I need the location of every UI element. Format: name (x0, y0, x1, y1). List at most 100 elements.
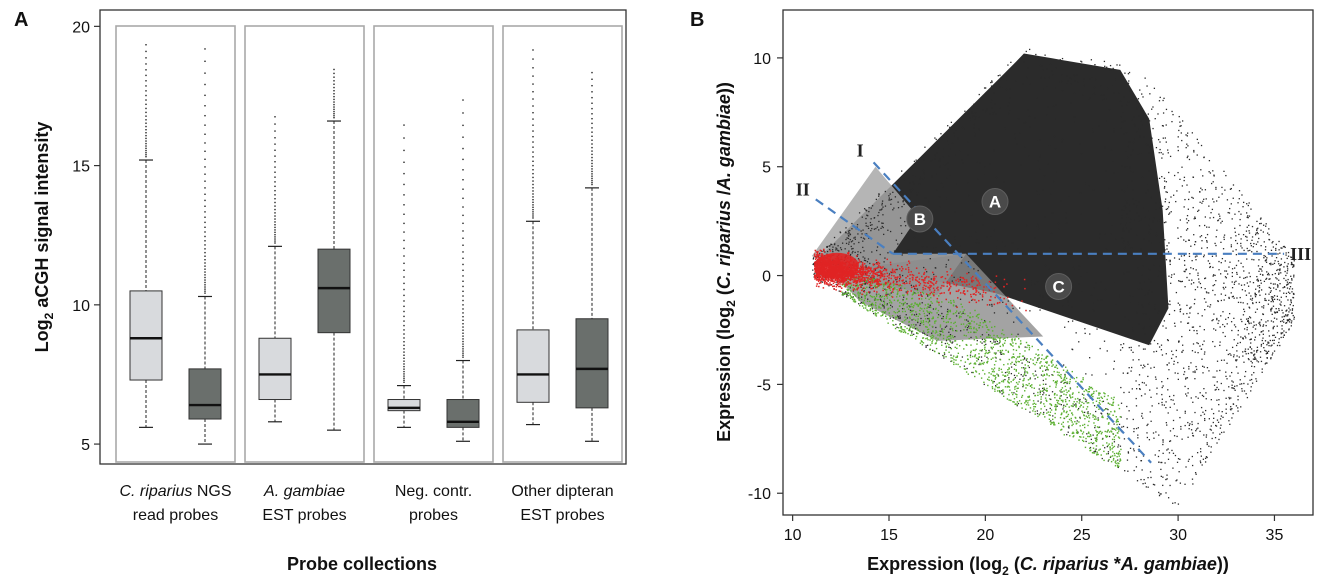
green-point (1092, 392, 1095, 395)
scatter-point (997, 74, 999, 77)
green-point (1101, 416, 1103, 418)
scatter-point (1159, 265, 1161, 267)
green-point (931, 340, 933, 343)
scatter-point (1147, 476, 1149, 479)
scatter-point (1268, 344, 1270, 347)
scatter-point (986, 236, 988, 238)
green-point (1021, 396, 1023, 398)
green-point (994, 356, 997, 359)
green-point (1060, 373, 1062, 376)
scatter-point (1208, 370, 1210, 372)
group-frame (502, 25, 623, 463)
scatter-point (1259, 325, 1262, 327)
green-point (853, 298, 855, 300)
scatter-point (1205, 301, 1207, 303)
green-point (911, 297, 913, 300)
scatter-point (1108, 212, 1110, 214)
scatter-point (1239, 383, 1241, 385)
green-point (928, 298, 930, 300)
outlier-point (532, 75, 534, 77)
scatter-point (979, 162, 981, 164)
scatter-point (1281, 247, 1283, 249)
scatter-point (1115, 238, 1117, 240)
scatter-point (1280, 333, 1282, 335)
green-point (1005, 349, 1007, 352)
green-point (927, 338, 929, 341)
scatter-point (981, 350, 983, 352)
scatter-point (1160, 204, 1162, 207)
scatter-point (1220, 262, 1222, 264)
scatter-point (1161, 268, 1163, 270)
scatter-point (1285, 292, 1288, 295)
green-point (1082, 440, 1085, 443)
scatter-point (838, 290, 840, 292)
green-point (1100, 433, 1103, 435)
scatter-point (875, 227, 877, 230)
scatter-point (1185, 377, 1187, 379)
green-point (1064, 374, 1066, 377)
scatter-point (993, 149, 995, 152)
green-point (914, 319, 917, 321)
green-point (1063, 382, 1065, 385)
scatter-point (1194, 378, 1196, 380)
scatter-point (1215, 425, 1218, 427)
green-point (963, 368, 966, 370)
scatter-point (1285, 322, 1287, 324)
scatter-point (1065, 270, 1067, 272)
scatter-point (1272, 263, 1274, 265)
green-point (1062, 369, 1065, 371)
scatter-point (928, 313, 931, 315)
green-point (1050, 423, 1052, 426)
outlier-point (591, 135, 593, 138)
green-point (972, 349, 975, 351)
green-point (931, 317, 933, 320)
scatter-point (967, 141, 969, 143)
scatter-point (1202, 372, 1204, 374)
outlier-point (532, 217, 534, 219)
scatter-point (1233, 317, 1235, 320)
green-point (946, 336, 949, 338)
scatter-point (1140, 249, 1142, 251)
scatter-point (871, 227, 873, 230)
scatter-point (1014, 80, 1017, 82)
green-point (1090, 394, 1093, 397)
scatter-point (1182, 344, 1184, 346)
outlier-point (204, 286, 206, 288)
scatter-point (878, 193, 880, 196)
green-point (1062, 399, 1064, 402)
outlier-point (462, 275, 464, 277)
green-point (987, 358, 989, 360)
scatter-point (1027, 109, 1029, 111)
green-point (1112, 414, 1114, 416)
scatter-point (1225, 412, 1227, 415)
green-point (1115, 416, 1118, 418)
green-point (924, 304, 927, 306)
scatter-point (1163, 177, 1166, 179)
green-point (950, 300, 952, 302)
green-point (983, 361, 985, 364)
outlier-point (403, 213, 405, 215)
green-point (1080, 430, 1082, 432)
green-point (1100, 396, 1102, 398)
scatter-point (1147, 268, 1150, 270)
green-point (993, 375, 995, 377)
scatter-point (1258, 284, 1261, 287)
green-point (1092, 452, 1094, 454)
scatter-point (901, 274, 904, 277)
scatter-point (1141, 304, 1143, 306)
green-point (875, 295, 878, 298)
scatter-point (1100, 281, 1102, 283)
green-point (865, 280, 867, 283)
scatter-point (944, 326, 947, 328)
green-point (979, 362, 981, 364)
red-point (877, 282, 879, 284)
scatter-point (889, 230, 892, 233)
scatter-point (1211, 208, 1214, 211)
scatter-point (1166, 478, 1168, 480)
scatter-point (973, 103, 975, 105)
scatter-point (852, 290, 855, 292)
scatter-point (864, 259, 867, 262)
scatter-point (942, 315, 944, 318)
green-point (991, 386, 994, 388)
scatter-point (879, 298, 882, 300)
